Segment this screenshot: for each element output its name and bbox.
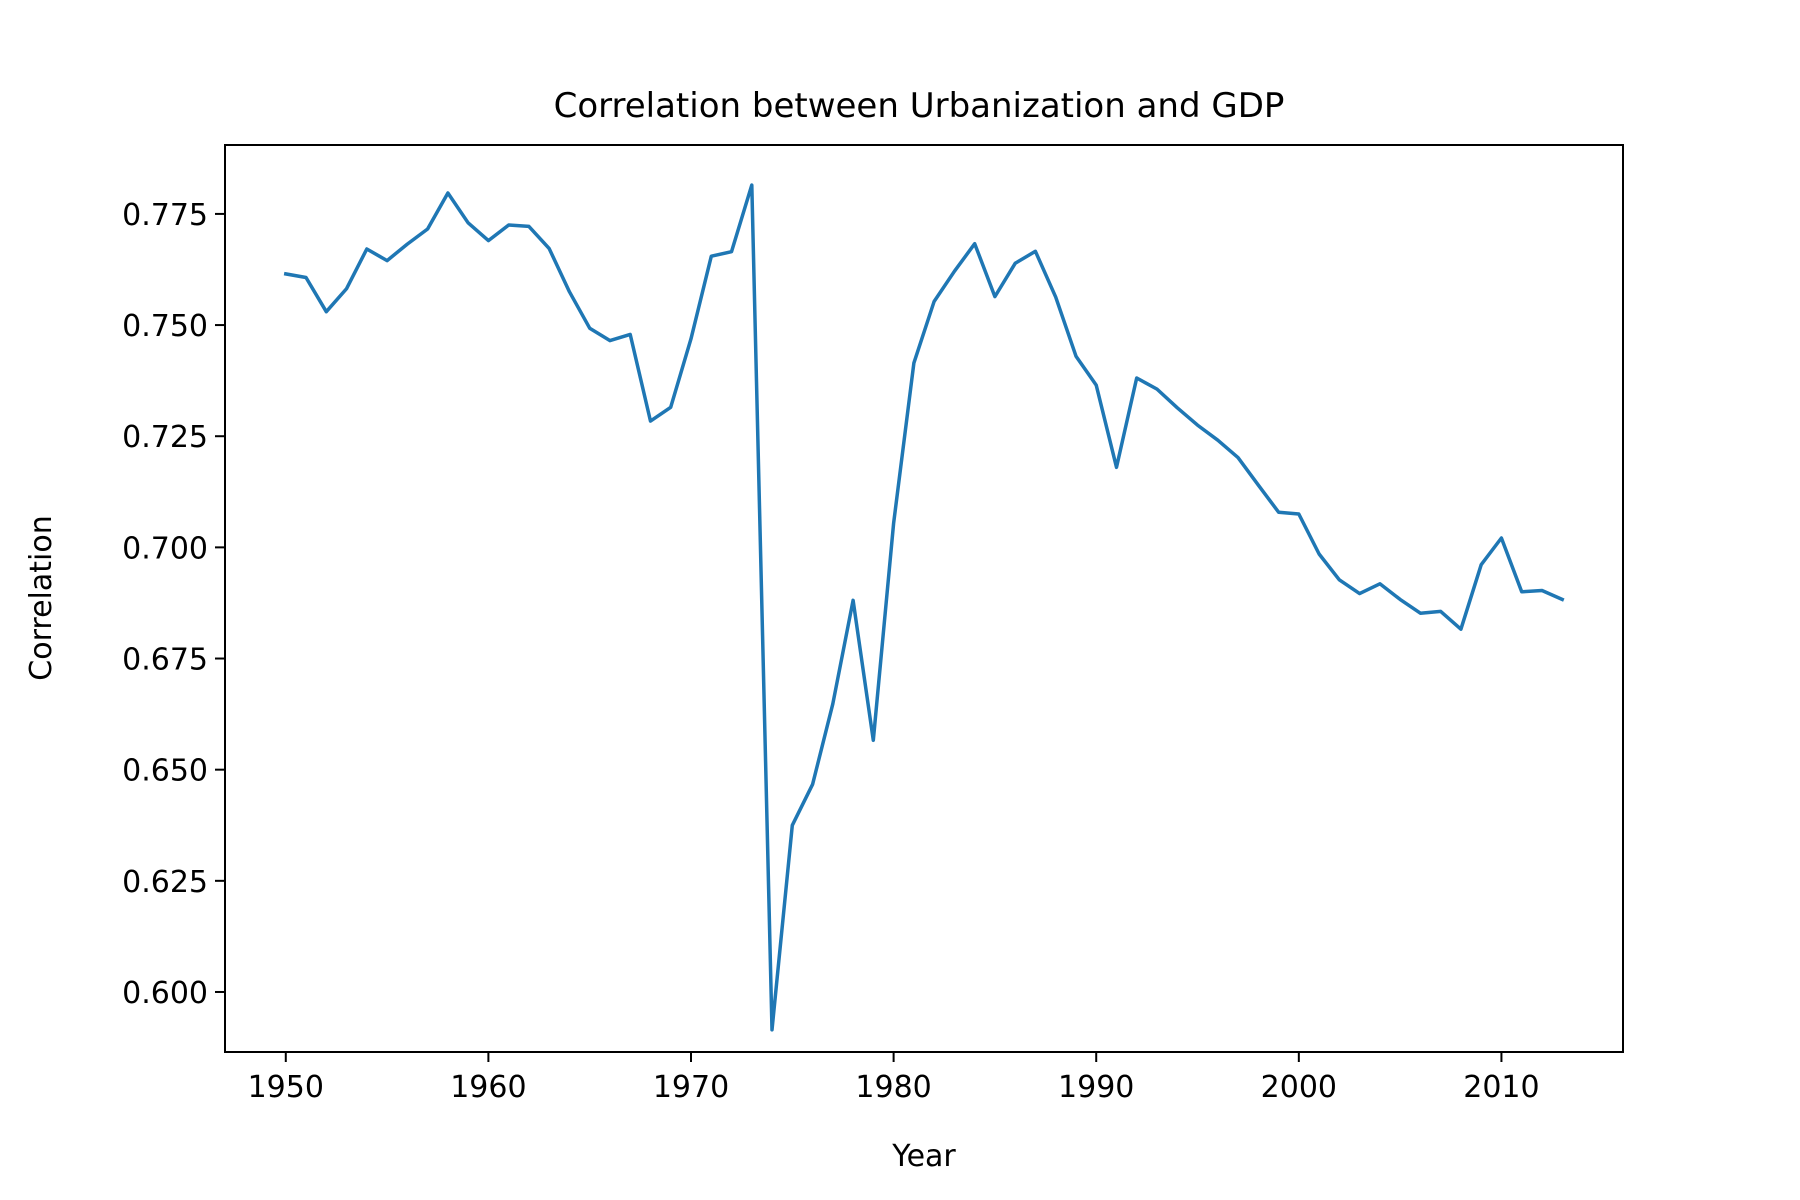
plot-area-frame <box>224 144 1624 1053</box>
x-axis: 1950 1960 1970 1980 1990 2000 2010 <box>248 1052 1540 1105</box>
x-tick-label: 1960 <box>450 1070 526 1105</box>
y-tick-label: 0.725 <box>122 420 208 455</box>
x-axis-label: Year <box>891 1139 956 1174</box>
chart-title: Correlation between Urbanization and GDP <box>554 86 1285 126</box>
y-tick-label: 0.625 <box>122 865 208 900</box>
y-tick-label: 0.675 <box>122 643 208 678</box>
y-tick-label: 0.600 <box>122 976 208 1011</box>
x-tick-label: 2000 <box>1261 1070 1337 1105</box>
x-tick-label: 1990 <box>1058 1070 1134 1105</box>
x-tick-label: 1970 <box>653 1070 729 1105</box>
x-tick-label: 2010 <box>1463 1070 1539 1105</box>
y-tick-label: 0.700 <box>122 531 208 566</box>
y-axis-label: Correlation <box>24 515 59 680</box>
y-axis: 0.600 0.625 0.650 0.675 0.700 0.725 0.750 0.775 <box>122 198 225 1011</box>
correlation-series-line <box>283 183 1565 1032</box>
x-tick-label: 1980 <box>855 1070 931 1105</box>
y-tick-label: 0.775 <box>122 198 208 233</box>
x-tick-label: 1950 <box>248 1070 324 1105</box>
y-tick-label: 0.650 <box>122 754 208 789</box>
y-tick-label: 0.750 <box>122 309 208 344</box>
